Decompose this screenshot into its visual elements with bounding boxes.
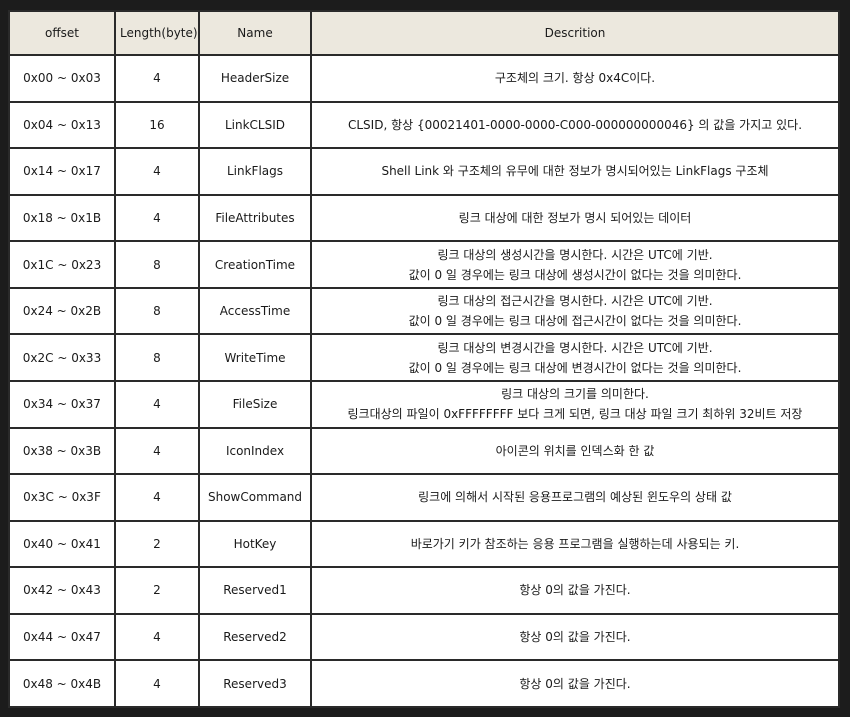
table-row: 0x40 ~ 0x41 2 HotKey 바로가기 키가 참조하는 응용 프로그램을 …: [10, 521, 838, 567]
cell-length: 4: [116, 614, 198, 660]
description-line: 값이 0 일 경우에는 링크 대상에 생성시간이 없다는 것을 의미한다.: [408, 267, 742, 282]
cell-offset: 0x2C ~ 0x33: [10, 335, 114, 380]
description-line: Shell Link 와 구조체의 유무에 대한 정보가 명시되어있는 Link…: [381, 164, 769, 179]
cell-description: 링크 대상의 변경시간을 명시한다. 시간은 UTC에 기반. 값이 0 일 경우…: [312, 335, 838, 380]
header-row: offset Length(byte) Name Descrition: [10, 12, 838, 54]
description-line: 링크 대상의 변경시간을 명시한다. 시간은 UTC에 기반.: [437, 340, 713, 355]
column-header-name: Name: [200, 12, 310, 54]
cell-name: AccessTime: [200, 288, 310, 334]
cell-length: 8: [116, 335, 198, 380]
cell-description: Shell Link 와 구조체의 유무에 대한 정보가 명시되어있는 Link…: [312, 149, 838, 194]
cell-offset: 0x04 ~ 0x13: [10, 102, 114, 148]
cell-offset: 0x38 ~ 0x3B: [10, 428, 114, 474]
table-row: 0x18 ~ 0x1B 4 FileAttributes 링크 대상에 대한 정보가 …: [10, 195, 838, 241]
cell-length: 2: [116, 568, 198, 613]
column-header-offset: offset: [10, 12, 114, 54]
table-row: 0x42 ~ 0x43 2 Reserved1 항상 0의 값을 가진다.: [10, 568, 838, 613]
cell-offset: 0x44 ~ 0x47: [10, 614, 114, 660]
description-line: CLSID, 항상 {00021401-0000-0000-C000-00000…: [347, 117, 803, 132]
cell-length: 8: [116, 242, 198, 287]
cell-length: 4: [116, 149, 198, 194]
cell-length: 16: [116, 102, 198, 148]
cell-length: 4: [116, 381, 198, 427]
cell-description: 링크 대상의 생성시간을 명시한다. 시간은 UTC에 기반. 값이 0 일 경우…: [312, 242, 838, 287]
cell-description: 바로가기 키가 참조하는 응용 프로그램을 실행하는데 사용되는 키.: [312, 521, 838, 567]
cell-name: IconIndex: [200, 428, 310, 474]
cell-offset: 0x3C ~ 0x3F: [10, 475, 114, 520]
cell-offset: 0x18 ~ 0x1B: [10, 195, 114, 241]
cell-offset: 0x40 ~ 0x41: [10, 521, 114, 567]
table-row: 0x1C ~ 0x23 8 CreationTime 링크 대상의 생성시간을 명시한…: [10, 242, 838, 287]
description-line: 링크 대상의 접근시간을 명시한다. 시간은 UTC에 기반.: [437, 294, 713, 309]
description-line: 항상 0의 값을 가진다.: [519, 583, 631, 598]
table-row: 0x44 ~ 0x47 4 Reserved2 항상 0의 값을 가진다.: [10, 614, 838, 660]
description-line: 링크에 의해서 시작된 응용프로그램의 예상된 윈도우의 상태 값: [418, 490, 732, 505]
table-row: 0x14 ~ 0x17 4 LinkFlags Shell Link 와 구조체의 유…: [10, 149, 838, 194]
cell-description: 링크 대상의 접근시간을 명시한다. 시간은 UTC에 기반. 값이 0 일 경우…: [312, 288, 838, 334]
cell-length: 4: [116, 475, 198, 520]
table-row: 0x24 ~ 0x2B 8 AccessTime 링크 대상의 접근시간을 명시한다.…: [10, 288, 838, 334]
cell-length: 8: [116, 288, 198, 334]
cell-description: 링크에 의해서 시작된 응용프로그램의 예상된 윈도우의 상태 값: [312, 475, 838, 520]
cell-name: FileAttributes: [200, 195, 310, 241]
table-row: 0x2C ~ 0x33 8 WriteTime 링크 대상의 변경시간을 명시한다. …: [10, 335, 838, 380]
table-row: 0x00 ~ 0x03 4 HeaderSize 구조체의 크기. 항상 0x4C이다…: [10, 56, 838, 101]
cell-name: LinkFlags: [200, 149, 310, 194]
description-line: 항상 0의 값을 가진다.: [519, 676, 631, 691]
table-body: 0x00 ~ 0x03 4 HeaderSize 구조체의 크기. 항상 0x4C이다…: [10, 56, 838, 706]
cell-name: HotKey: [200, 521, 310, 567]
cell-name: FileSize: [200, 381, 310, 427]
table-frame: offset Length(byte) Name Descrition 0x00…: [8, 10, 840, 708]
cell-offset: 0x34 ~ 0x37: [10, 381, 114, 427]
table-row: 0x3C ~ 0x3F 4 ShowCommand 링크에 의해서 시작된 응용프로그…: [10, 475, 838, 520]
cell-name: Reserved3: [200, 661, 310, 706]
description-line: 항상 0의 값을 가진다.: [519, 630, 631, 645]
table-row: 0x34 ~ 0x37 4 FileSize 링크 대상의 크기를 의미한다. 링크대상…: [10, 381, 838, 427]
cell-name: CreationTime: [200, 242, 310, 287]
cell-offset: 0x48 ~ 0x4B: [10, 661, 114, 706]
cell-offset: 0x42 ~ 0x43: [10, 568, 114, 613]
table-row: 0x38 ~ 0x3B 4 IconIndex 아이콘의 위치를 인덱스화 한 값: [10, 428, 838, 474]
cell-length: 4: [116, 428, 198, 474]
shell-link-header-table: offset Length(byte) Name Descrition 0x00…: [8, 10, 840, 708]
cell-name: WriteTime: [200, 335, 310, 380]
cell-name: LinkCLSID: [200, 102, 310, 148]
cell-description: 항상 0의 값을 가진다.: [312, 568, 838, 613]
description-line: 링크대상의 파일이 0xFFFFFFFF 보다 크게 되면, 링크 대상 파일 …: [347, 407, 803, 422]
cell-name: ShowCommand: [200, 475, 310, 520]
cell-length: 4: [116, 661, 198, 706]
description-line: 링크 대상의 생성시간을 명시한다. 시간은 UTC에 기반.: [437, 247, 713, 262]
cell-offset: 0x24 ~ 0x2B: [10, 288, 114, 334]
cell-description: CLSID, 항상 {00021401-0000-0000-C000-00000…: [312, 102, 838, 148]
cell-description: 링크 대상에 대한 정보가 명시 되어있는 데이터: [312, 195, 838, 241]
description-line: 바로가기 키가 참조하는 응용 프로그램을 실행하는데 사용되는 키.: [410, 536, 740, 551]
description-line: 링크 대상에 대한 정보가 명시 되어있는 데이터: [458, 210, 692, 225]
cell-length: 4: [116, 195, 198, 241]
cell-offset: 0x1C ~ 0x23: [10, 242, 114, 287]
cell-name: HeaderSize: [200, 56, 310, 101]
cell-length: 4: [116, 56, 198, 101]
cell-description: 항상 0의 값을 가진다.: [312, 661, 838, 706]
cell-offset: 0x00 ~ 0x03: [10, 56, 114, 101]
table-row: 0x04 ~ 0x13 16 LinkCLSID CLSID, 항상 {0002140…: [10, 102, 838, 148]
cell-length: 2: [116, 521, 198, 567]
column-header-description: Descrition: [312, 12, 838, 54]
description-line: 구조체의 크기. 항상 0x4C이다.: [494, 71, 656, 86]
cell-name: Reserved1: [200, 568, 310, 613]
description-line: 아이콘의 위치를 인덱스화 한 값: [495, 443, 655, 458]
cell-name: Reserved2: [200, 614, 310, 660]
cell-description: 구조체의 크기. 항상 0x4C이다.: [312, 56, 838, 101]
description-line: 링크 대상의 크기를 의미한다.: [501, 387, 649, 402]
cell-description: 항상 0의 값을 가진다.: [312, 614, 838, 660]
description-line: 값이 0 일 경우에는 링크 대상에 변경시간이 없다는 것을 의미한다.: [408, 360, 742, 375]
table-row: 0x48 ~ 0x4B 4 Reserved3 항상 0의 값을 가진다.: [10, 661, 838, 706]
description-line: 값이 0 일 경우에는 링크 대상에 접근시간이 없다는 것을 의미한다.: [408, 314, 742, 329]
cell-description: 링크 대상의 크기를 의미한다. 링크대상의 파일이 0xFFFFFFFF 보다 …: [312, 381, 838, 427]
column-header-length: Length(byte): [116, 12, 198, 54]
cell-description: 아이콘의 위치를 인덱스화 한 값: [312, 428, 838, 474]
cell-offset: 0x14 ~ 0x17: [10, 149, 114, 194]
